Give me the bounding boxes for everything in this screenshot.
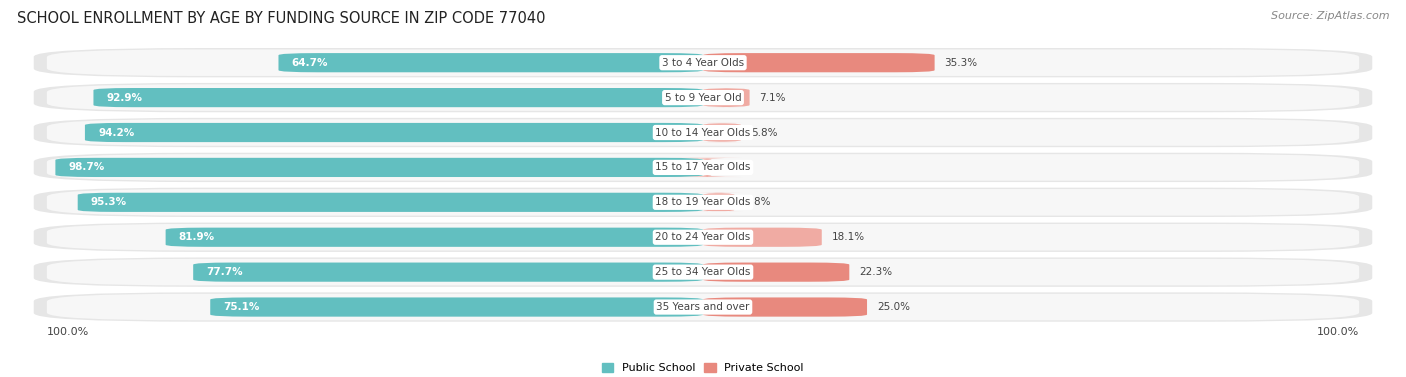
FancyBboxPatch shape (55, 158, 703, 177)
FancyBboxPatch shape (46, 259, 1360, 285)
FancyBboxPatch shape (211, 297, 703, 317)
Text: 92.9%: 92.9% (107, 93, 142, 103)
FancyBboxPatch shape (77, 193, 703, 212)
FancyBboxPatch shape (46, 294, 1360, 320)
FancyBboxPatch shape (34, 83, 1372, 112)
Text: 4.8%: 4.8% (744, 197, 770, 207)
FancyBboxPatch shape (34, 188, 1372, 217)
Text: 20 to 24 Year Olds: 20 to 24 Year Olds (655, 232, 751, 242)
Text: 5 to 9 Year Old: 5 to 9 Year Old (665, 93, 741, 103)
Text: 5.8%: 5.8% (751, 127, 778, 138)
FancyBboxPatch shape (34, 222, 1372, 252)
FancyBboxPatch shape (34, 257, 1372, 287)
FancyBboxPatch shape (703, 88, 749, 107)
Text: 35 Years and over: 35 Years and over (657, 302, 749, 312)
FancyBboxPatch shape (93, 88, 703, 107)
FancyBboxPatch shape (672, 158, 742, 177)
Text: SCHOOL ENROLLMENT BY AGE BY FUNDING SOURCE IN ZIP CODE 77040: SCHOOL ENROLLMENT BY AGE BY FUNDING SOUR… (17, 11, 546, 26)
Text: 18 to 19 Year Olds: 18 to 19 Year Olds (655, 197, 751, 207)
FancyBboxPatch shape (84, 123, 703, 142)
Text: 22.3%: 22.3% (859, 267, 893, 277)
Text: 100.0%: 100.0% (46, 326, 89, 337)
Text: 25.0%: 25.0% (877, 302, 910, 312)
Text: 25 to 34 Year Olds: 25 to 34 Year Olds (655, 267, 751, 277)
Text: 95.3%: 95.3% (91, 197, 127, 207)
FancyBboxPatch shape (703, 53, 935, 72)
FancyBboxPatch shape (703, 262, 849, 282)
Text: 98.7%: 98.7% (69, 162, 105, 172)
FancyBboxPatch shape (34, 153, 1372, 182)
Text: 10 to 14 Year Olds: 10 to 14 Year Olds (655, 127, 751, 138)
Text: 77.7%: 77.7% (207, 267, 243, 277)
Legend: Public School, Private School: Public School, Private School (602, 363, 804, 373)
Text: 94.2%: 94.2% (98, 127, 135, 138)
Text: 18.1%: 18.1% (831, 232, 865, 242)
Text: 64.7%: 64.7% (291, 58, 328, 68)
FancyBboxPatch shape (46, 189, 1360, 216)
FancyBboxPatch shape (46, 49, 1360, 76)
Text: 75.1%: 75.1% (224, 302, 260, 312)
FancyBboxPatch shape (703, 228, 821, 247)
FancyBboxPatch shape (34, 118, 1372, 147)
Text: 15 to 17 Year Olds: 15 to 17 Year Olds (655, 162, 751, 172)
FancyBboxPatch shape (46, 154, 1360, 181)
Text: 3 to 4 Year Olds: 3 to 4 Year Olds (662, 58, 744, 68)
Text: 35.3%: 35.3% (945, 58, 977, 68)
Text: 100.0%: 100.0% (1317, 326, 1360, 337)
FancyBboxPatch shape (278, 53, 703, 72)
Text: Source: ZipAtlas.com: Source: ZipAtlas.com (1271, 11, 1389, 21)
FancyBboxPatch shape (46, 224, 1360, 250)
FancyBboxPatch shape (34, 293, 1372, 322)
Text: 7.1%: 7.1% (759, 93, 786, 103)
FancyBboxPatch shape (46, 119, 1360, 146)
FancyBboxPatch shape (46, 84, 1360, 111)
FancyBboxPatch shape (34, 48, 1372, 77)
FancyBboxPatch shape (193, 262, 703, 282)
Text: 81.9%: 81.9% (179, 232, 215, 242)
Text: 1.3%: 1.3% (721, 162, 748, 172)
FancyBboxPatch shape (703, 297, 868, 317)
FancyBboxPatch shape (166, 228, 703, 247)
FancyBboxPatch shape (695, 193, 742, 212)
FancyBboxPatch shape (702, 123, 742, 142)
